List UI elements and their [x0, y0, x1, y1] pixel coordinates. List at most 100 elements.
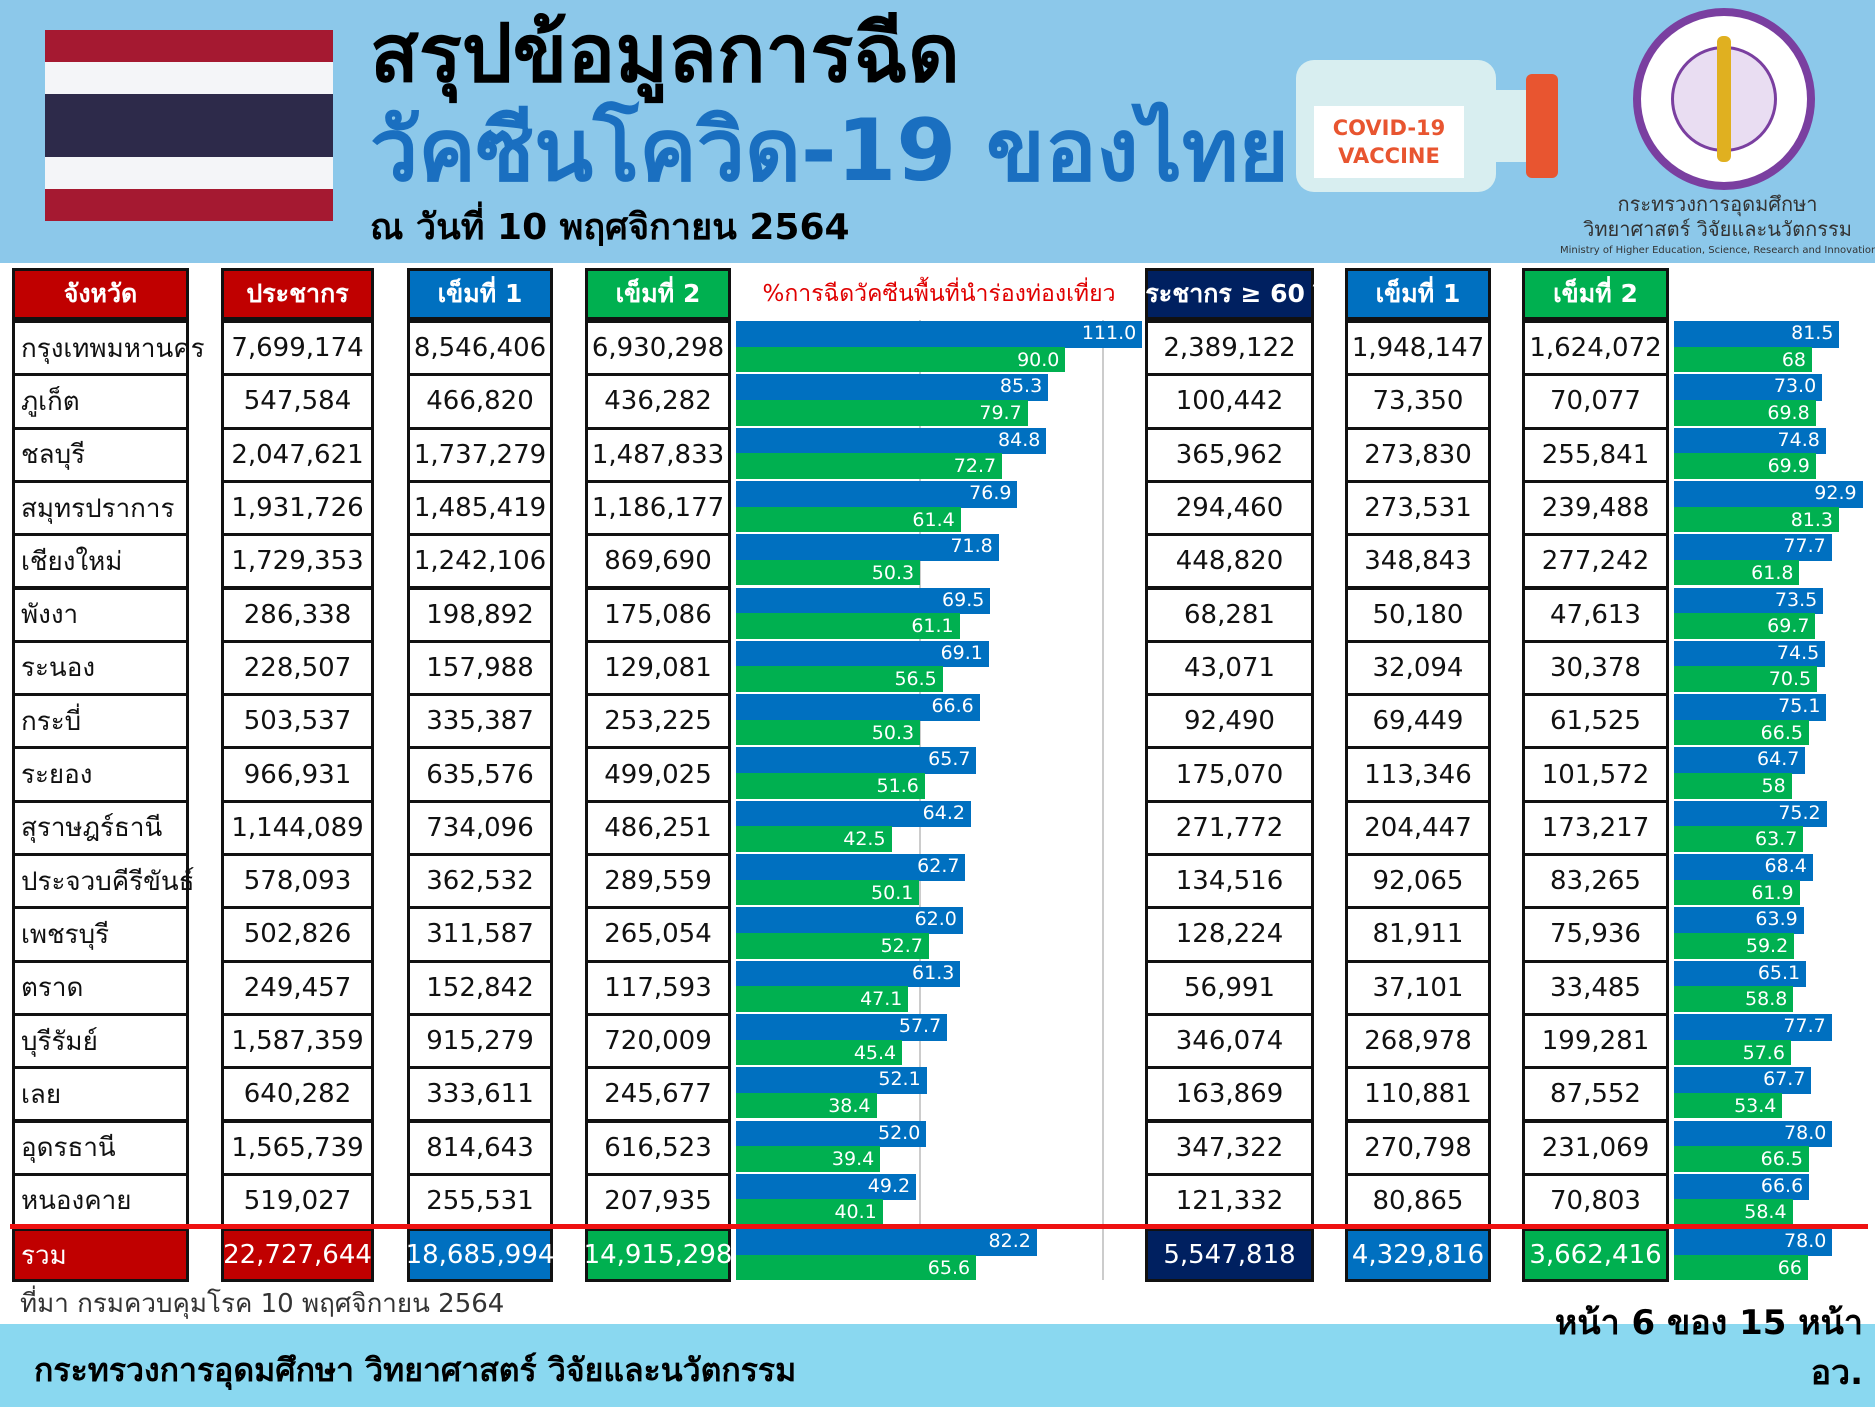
table-cell: 249,457	[221, 959, 374, 1016]
total-cell: 22,727,644	[221, 1228, 374, 1282]
dose1-percent-bar: 49.2	[736, 1173, 917, 1201]
table-cell: 640,282	[221, 1066, 374, 1123]
province-name: เลย	[12, 1066, 189, 1123]
total-label: รวม	[12, 1228, 189, 1282]
table-cell: 486,251	[585, 799, 731, 856]
table-cell: 175,070	[1145, 746, 1314, 803]
dose2-percent-bar: 40.1	[736, 1199, 883, 1226]
column-header: เข็มที่ 2	[585, 268, 731, 320]
dose1-percent-bar: 62.7	[736, 854, 966, 881]
table-cell: 68,281	[1145, 586, 1314, 643]
dose1-percent-bar: 66.6	[736, 694, 980, 721]
province-name: อุดรธานี	[12, 1119, 189, 1176]
table-cell: 273,531	[1345, 479, 1491, 537]
dose2-percent-bar: 61.4	[736, 506, 961, 533]
table-cell: 43,071	[1145, 639, 1314, 697]
vaccine-label-2: VACCINE	[1338, 144, 1440, 168]
table-cell: 198,892	[407, 586, 553, 643]
dose1-percent-bar: 77.7	[1674, 1013, 1832, 1041]
table-cell: 70,803	[1522, 1172, 1669, 1230]
table-cell: 869,690	[585, 533, 731, 590]
table-cell: 7,699,174	[221, 320, 374, 377]
dose2-percent-bar: 69.9	[1674, 453, 1816, 479]
table-cell: 436,282	[585, 373, 731, 430]
table-cell: 289,559	[585, 853, 731, 910]
table-cell: 1,624,072	[1522, 320, 1669, 377]
table-cell: 547,584	[221, 373, 374, 430]
table-cell: 268,978	[1345, 1012, 1491, 1070]
dose2-percent-bar: 66.5	[1674, 1146, 1809, 1172]
dose1-percent-bar: 63.9	[1674, 907, 1804, 934]
dose2-percent-bar: 70.5	[1674, 666, 1818, 693]
table-cell: 1,737,279	[407, 426, 553, 483]
dose2-percent-bar: 39.4	[736, 1146, 881, 1172]
table-cell: 163,869	[1145, 1066, 1314, 1123]
dose1-percent-bar: 57.7	[736, 1013, 948, 1041]
province-name: ระยอง	[12, 746, 189, 803]
table-cell: 1,485,419	[407, 479, 553, 537]
vaccine-label-1: COVID-19	[1332, 116, 1446, 140]
dose2-percent-bar: 50.3	[736, 719, 921, 746]
table-cell: 117,593	[585, 959, 731, 1016]
dose1-percent-bar: 77.7	[1674, 534, 1832, 561]
table-cell: 635,576	[407, 746, 553, 803]
dose2-percent-bar: 53.4	[1674, 1092, 1783, 1119]
dose2-percent-bar: 81.3	[1674, 506, 1840, 533]
total-divider-line	[10, 1224, 1868, 1229]
total-cell: 5,547,818	[1145, 1228, 1314, 1282]
table-cell: 294,460	[1145, 479, 1314, 537]
table-cell: 265,054	[585, 906, 731, 963]
dose2-percent-bar: 56.5	[736, 666, 943, 693]
table-cell: 87,552	[1522, 1066, 1669, 1123]
table-cell: 1,729,353	[221, 533, 374, 590]
dose2-percent-bar: 65.6	[736, 1254, 977, 1281]
dose1-percent-bar: 74.8	[1674, 427, 1826, 455]
table-cell: 92,490	[1145, 693, 1314, 750]
table-cell: 73,350	[1345, 373, 1491, 430]
table-cell: 734,096	[407, 799, 553, 856]
dose2-percent-bar: 59.2	[1674, 932, 1795, 959]
footer-ministry: กระทรวงการอุดมศึกษา วิทยาศาสตร์ วิจัยและ…	[34, 1351, 797, 1389]
chart-header: %การฉีดวัคซีนพื้นที่นำร่องท่องเที่ยว	[762, 281, 1116, 307]
dose1-percent-bar: 66.6	[1674, 1173, 1810, 1201]
ministry-name-th-2: วิทยาศาสตร์ วิจัยและนวัตกรรม	[1583, 217, 1852, 241]
table-cell: 121,332	[1145, 1172, 1314, 1230]
table-cell: 1,144,089	[221, 799, 374, 856]
province-name: กรุงเทพมหานคร	[12, 320, 205, 377]
dose1-percent-bar: 81.5	[1674, 321, 1840, 348]
ministry-name-th-1: กระทรวงการอุดมศึกษา	[1617, 192, 1818, 216]
table-cell: 277,242	[1522, 533, 1669, 590]
dose2-percent-bar: 69.7	[1674, 613, 1816, 639]
column-header: ประชากร ≥ 60 ปี	[1130, 268, 1330, 320]
vaccine-vial-icon: COVID-19 VACCINE	[1296, 60, 1564, 192]
province-name: ตราด	[12, 959, 189, 1016]
table-cell: 1,931,726	[221, 479, 374, 537]
dose1-percent-bar: 73.0	[1674, 374, 1823, 401]
dose2-percent-bar: 58.4	[1674, 1199, 1793, 1226]
dose1-percent-bar: 74.5	[1674, 640, 1826, 668]
dose2-percent-bar: 69.8	[1674, 399, 1816, 426]
dose2-percent-bar: 66	[1674, 1254, 1808, 1281]
table-cell: 100,442	[1145, 373, 1314, 430]
report-date: ณ วันที่ 10 พฤศจิกายน 2564	[370, 207, 850, 248]
table-cell: 365,962	[1145, 426, 1314, 483]
province-name: ประจวบคีรีขันธ์	[12, 853, 195, 910]
table-cell: 966,931	[221, 746, 374, 803]
table-cell: 255,841	[1522, 426, 1669, 483]
table-cell: 231,069	[1522, 1119, 1669, 1176]
table-cell: 75,936	[1522, 906, 1669, 963]
table-cell: 69,449	[1345, 693, 1491, 750]
table-cell: 347,322	[1145, 1119, 1314, 1176]
dose2-percent-bar: 57.6	[1674, 1039, 1791, 1066]
table-cell: 61,525	[1522, 693, 1669, 750]
table-cell: 1,587,359	[221, 1012, 374, 1070]
dose1-percent-bar: 64.2	[736, 800, 971, 828]
table-cell: 578,093	[221, 853, 374, 910]
table-cell: 814,643	[407, 1119, 553, 1176]
table-cell: 286,338	[221, 586, 374, 643]
column-header: จังหวัด	[12, 268, 189, 320]
table-cell: 33,485	[1522, 959, 1669, 1016]
total-cell: 14,915,298	[584, 1228, 732, 1282]
dose1-percent-bar: 69.5	[736, 587, 991, 615]
table-cell: 311,587	[407, 906, 553, 963]
